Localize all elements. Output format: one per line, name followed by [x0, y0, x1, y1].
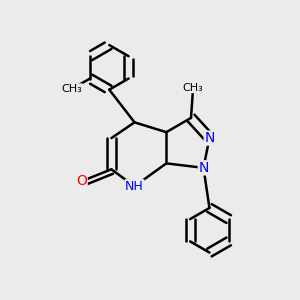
- Text: O: O: [76, 174, 87, 188]
- Text: NH: NH: [125, 180, 144, 193]
- Text: N: N: [204, 131, 214, 145]
- Text: CH₃: CH₃: [61, 84, 82, 94]
- Text: CH₃: CH₃: [183, 82, 203, 93]
- Text: N: N: [198, 161, 209, 175]
